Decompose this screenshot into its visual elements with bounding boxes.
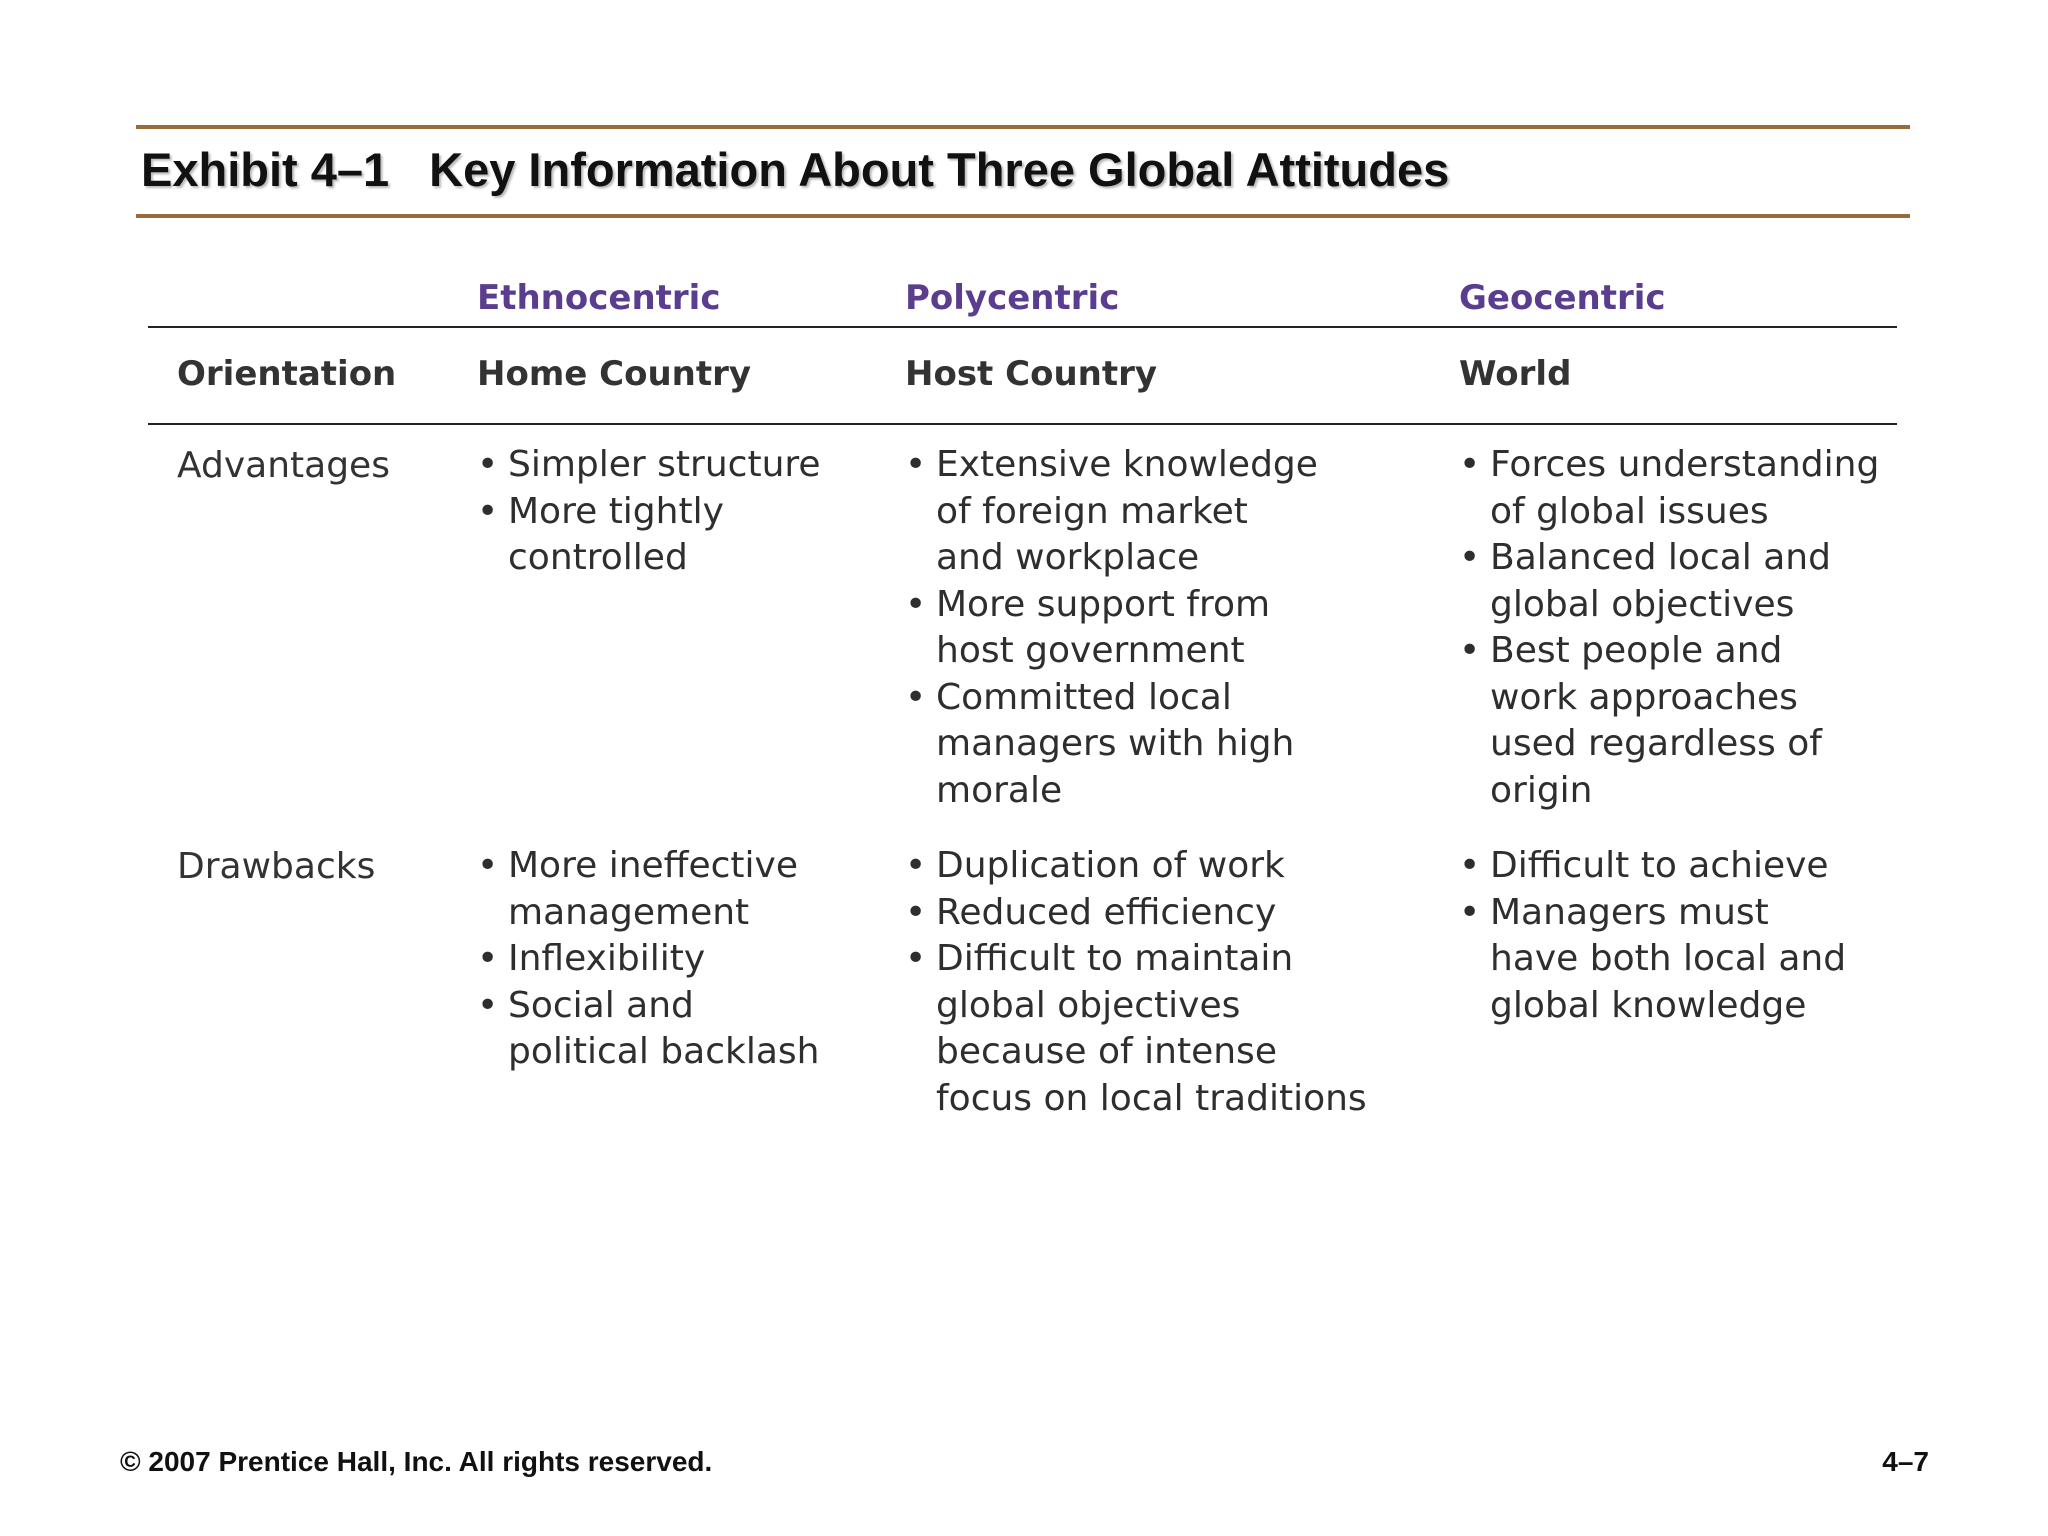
column-header-ethnocentric: Ethnocentric xyxy=(477,278,721,318)
orientation-ethnocentric: Home Country xyxy=(477,354,752,394)
list-item: Committed local managers with high moral… xyxy=(905,675,1318,815)
list-item: Managers must have both local and global… xyxy=(1459,890,1846,1030)
page-number: 4–7 xyxy=(1882,1446,1929,1477)
list-item: More ineffective management xyxy=(477,843,819,936)
drawbacks-geocentric-list: Difficult to achieve Managers must have … xyxy=(1459,843,1846,1029)
list-item: Best people and work approaches used reg… xyxy=(1459,628,1879,814)
orientation-polycentric: Host Country xyxy=(905,354,1158,394)
column-header-polycentric: Polycentric xyxy=(905,278,1120,318)
advantages-ethnocentric-list: Simpler structure More tightly controlle… xyxy=(477,442,821,582)
orientation-geocentric: World xyxy=(1459,354,1572,394)
drawbacks-polycentric-list: Duplication of work Reduced efficiency D… xyxy=(905,843,1367,1122)
row-label-orientation: Orientation xyxy=(177,354,397,394)
row-label-advantages: Advantages xyxy=(177,445,390,486)
list-item: Simpler structure xyxy=(477,442,821,489)
copyright-notice: © 2007 Prentice Hall, Inc. All rights re… xyxy=(120,1446,713,1477)
exhibit-title-text: Key Information About Three Global Attit… xyxy=(429,143,1450,196)
list-item: Difficult to maintain global objectives … xyxy=(905,936,1367,1122)
list-item: More tightly controlled xyxy=(477,489,821,582)
title-bottom-rule xyxy=(136,214,1910,218)
list-item: Extensive knowledge of foreign market an… xyxy=(905,442,1318,582)
header-divider xyxy=(148,326,1897,328)
row-label-drawbacks: Drawbacks xyxy=(177,846,376,887)
list-item: Forces understanding of global issues xyxy=(1459,442,1879,535)
title-top-rule xyxy=(136,125,1910,129)
orientation-divider xyxy=(148,423,1897,425)
list-item: Inflexibility xyxy=(477,936,819,983)
list-item: Duplication of work xyxy=(905,843,1367,890)
list-item: More support from host government xyxy=(905,582,1318,675)
advantages-polycentric-list: Extensive knowledge of foreign market an… xyxy=(905,442,1318,814)
drawbacks-ethnocentric-list: More ineffective management Inflexibilit… xyxy=(477,843,819,1076)
list-item: Balanced local and global objectives xyxy=(1459,535,1879,628)
list-item: Social and political backlash xyxy=(477,983,819,1076)
list-item: Reduced efficiency xyxy=(905,890,1367,937)
advantages-geocentric-list: Forces understanding of global issues Ba… xyxy=(1459,442,1879,814)
exhibit-number: Exhibit 4–1 xyxy=(141,143,390,196)
column-header-geocentric: Geocentric xyxy=(1459,278,1666,318)
list-item: Difficult to achieve xyxy=(1459,843,1846,890)
exhibit-title: Exhibit 4–1 Key Information About Three G… xyxy=(141,140,1449,200)
